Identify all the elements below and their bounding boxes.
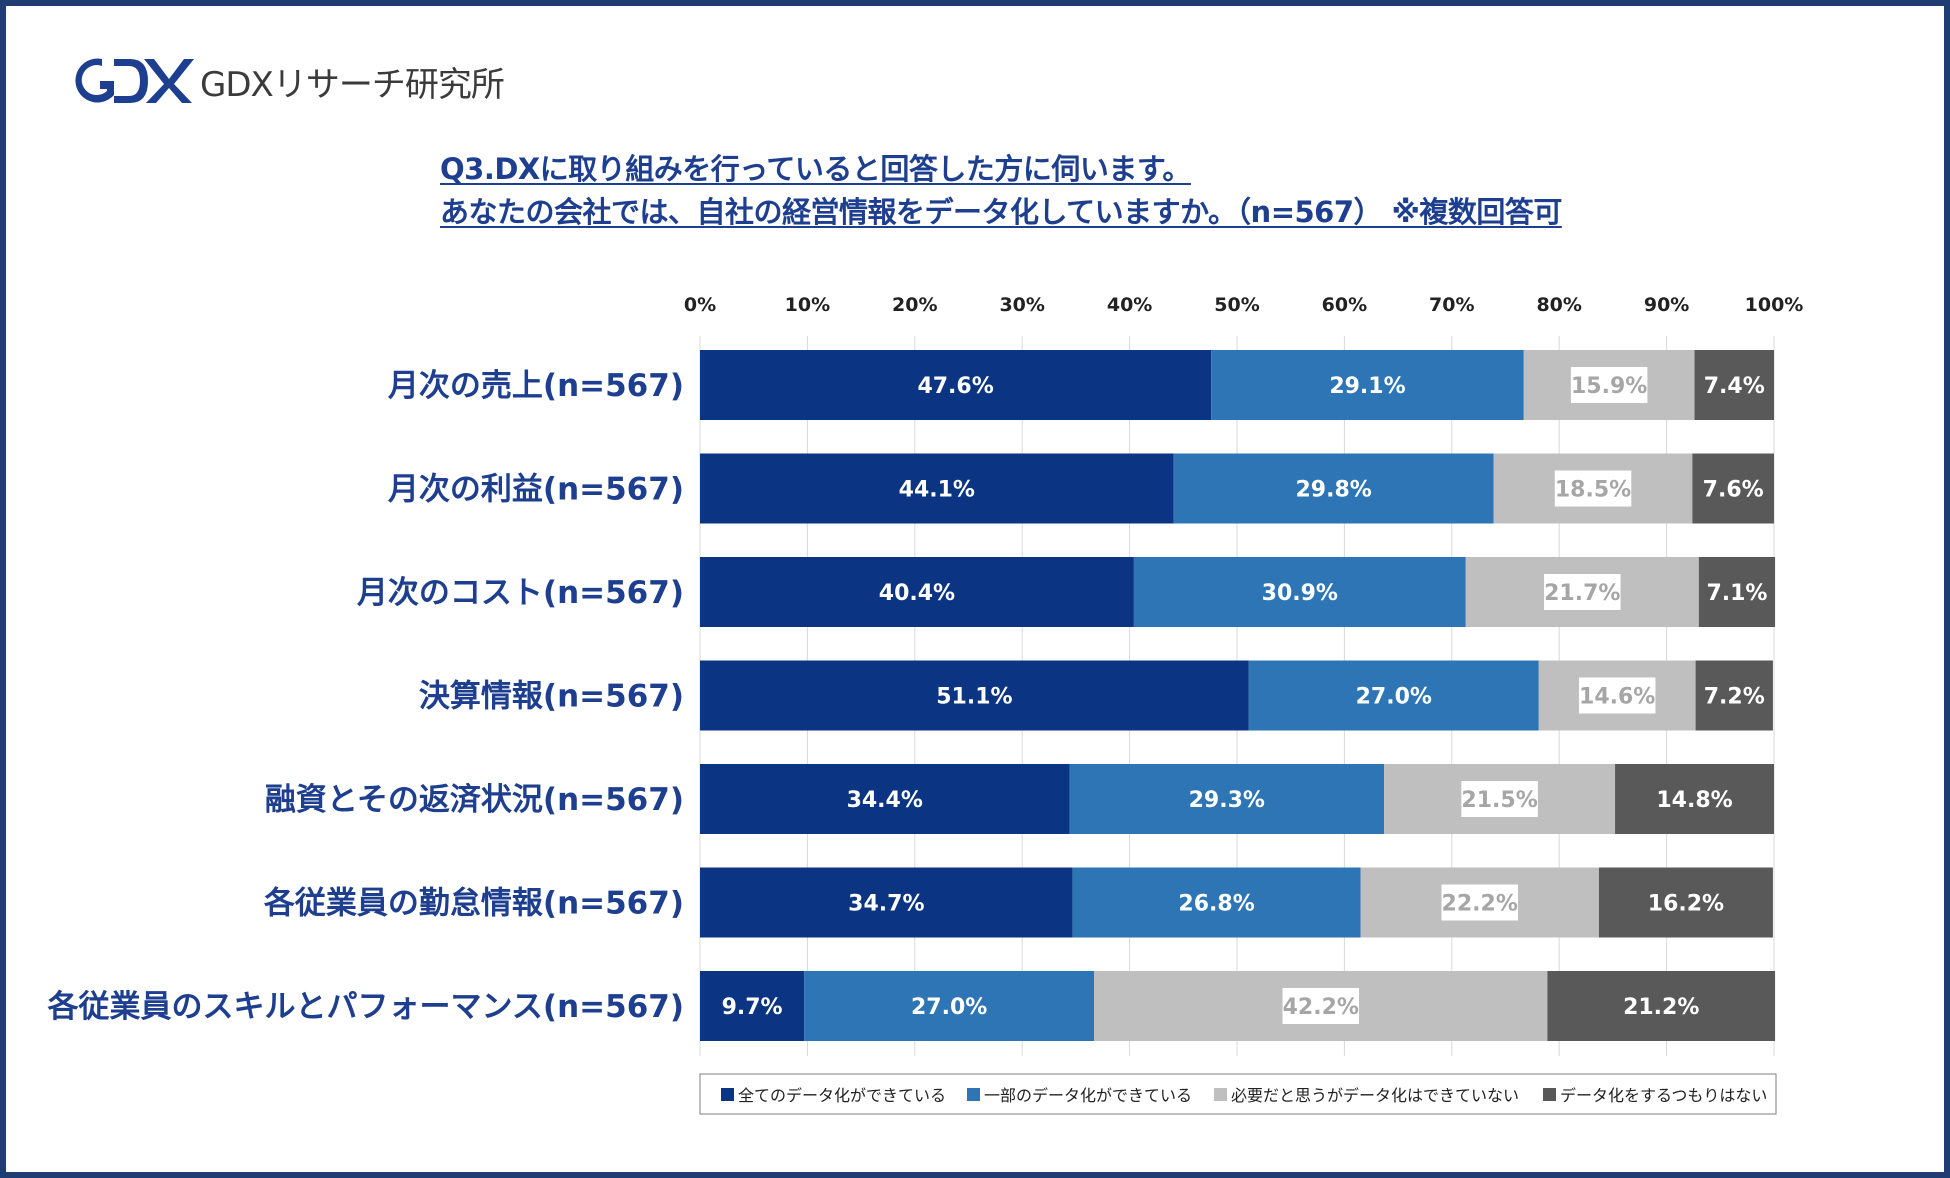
legend-swatch <box>967 1088 980 1101</box>
x-tick-label: 70% <box>1429 294 1474 316</box>
data-label: 42.2% <box>1283 995 1359 1020</box>
category-label: 各従業員の勤怠情報(n=567) <box>263 886 684 922</box>
data-label: 40.4% <box>879 581 955 606</box>
bar-segment <box>1133 557 1466 627</box>
bar-segment <box>1698 557 1776 627</box>
data-label: 21.2% <box>1623 995 1699 1020</box>
data-label: 21.7% <box>1544 581 1620 606</box>
legend-box <box>699 1073 1777 1115</box>
data-label: 7.1% <box>1706 581 1767 606</box>
data-label-box <box>1544 574 1621 610</box>
bar-segment <box>700 350 1212 420</box>
category-label: 決算情報(n=567) <box>419 679 684 715</box>
category-label: 融資とその返済状況(n=567) <box>265 782 684 818</box>
data-label: 18.5% <box>1555 478 1631 503</box>
slide: GDXリサーチ研究所 Q3.DXに取り組みを行っていると回答した方に伺います。 … <box>6 6 1944 1172</box>
category-label: 月次の売上(n=567) <box>388 368 684 404</box>
data-label: 26.8% <box>1178 892 1254 917</box>
bar-segment <box>1692 453 1774 524</box>
data-label: 29.8% <box>1295 478 1371 503</box>
x-tick-label: 40% <box>1107 294 1152 316</box>
data-label: 34.4% <box>847 788 923 813</box>
data-label: 15.9% <box>1571 374 1647 399</box>
data-label: 51.1% <box>936 685 1012 710</box>
data-label: 16.2% <box>1648 892 1724 917</box>
bar-segment <box>1072 867 1361 938</box>
data-label-box <box>1441 884 1518 921</box>
bar-segment <box>700 971 805 1041</box>
bar-segment <box>700 867 1073 938</box>
x-tick-label: 60% <box>1322 294 1367 316</box>
category-label: 各従業員のスキルとパフォーマンス(n=567) <box>47 989 684 1025</box>
bar-segment <box>700 453 1174 524</box>
bar-segment <box>700 557 1134 627</box>
data-label: 27.0% <box>911 995 987 1020</box>
data-label: 34.7% <box>848 892 924 917</box>
data-label: 7.2% <box>1704 685 1765 710</box>
bar-segment <box>1547 971 1776 1041</box>
data-label: 47.6% <box>917 374 993 399</box>
bar-segment <box>700 660 1249 731</box>
data-label-box <box>1461 781 1538 817</box>
bar-segment <box>804 971 1095 1041</box>
x-tick-label: 20% <box>892 294 937 316</box>
bar-segment <box>1695 660 1773 731</box>
data-label: 29.1% <box>1329 374 1405 399</box>
legend-label: データ化をするつもりはない <box>1560 1086 1767 1105</box>
stacked-bar-chart: 0% 10% 20% 30% 40% 50% 60% 70% 80% 90% 100% 月次の売上(n… <box>47 294 1804 1115</box>
data-label: 14.6% <box>1579 685 1655 710</box>
data-label: 27.0% <box>1356 685 1432 710</box>
x-tick-label: 80% <box>1536 294 1581 316</box>
x-tick-label: 90% <box>1644 294 1689 316</box>
legend-label: 必要だと思うがデータ化はできていない <box>1231 1086 1519 1105</box>
data-label: 22.2% <box>1442 892 1518 917</box>
data-label: 30.9% <box>1262 581 1338 606</box>
question-line-1: Q3.DXに取り組みを行っていると回答した方に伺います。 <box>440 152 1191 186</box>
legend-label: 一部のデータ化ができている <box>984 1086 1192 1105</box>
data-label: 7.6% <box>1703 478 1764 503</box>
bar-segment <box>1694 350 1774 420</box>
bar-segment <box>1173 453 1494 524</box>
bar-segment <box>1069 764 1385 834</box>
legend-label: 全てのデータ化ができている <box>738 1086 946 1105</box>
category-label: 月次の利益(n=567) <box>388 472 684 508</box>
category-label: 月次のコスト(n=567) <box>357 575 684 611</box>
brand-logo: GDXリサーチ研究所 <box>74 51 505 111</box>
x-tick-label: 10% <box>785 294 830 316</box>
bar-segment <box>700 764 1070 834</box>
x-tick-label: 30% <box>999 294 1044 316</box>
bar-segment <box>1248 660 1539 731</box>
data-label-box <box>1578 677 1656 714</box>
x-tick-label: 100% <box>1745 294 1804 316</box>
data-label-box <box>1554 470 1632 507</box>
data-label: 21.5% <box>1461 788 1537 813</box>
bar-segment <box>1615 764 1774 834</box>
data-label: 44.1% <box>899 478 975 503</box>
bar-segment <box>1211 350 1524 420</box>
x-tick-label: 0% <box>684 294 716 316</box>
legend-swatch <box>721 1088 734 1101</box>
question-line-2: あなたの会社では、自社の経営情報をデータ化していますか。（n=567） ※複数回… <box>440 195 1562 229</box>
data-label: 9.7% <box>722 995 783 1020</box>
data-label-box <box>1570 367 1648 403</box>
data-label: 29.3% <box>1189 788 1265 813</box>
bar-segment <box>1598 867 1773 938</box>
gdx-logo-icon <box>75 58 194 103</box>
data-label: 7.4% <box>1704 374 1765 399</box>
x-tick-label: 50% <box>1214 294 1259 316</box>
data-label: 14.8% <box>1656 788 1732 813</box>
legend-swatch <box>1214 1088 1227 1101</box>
brand-name: GDXリサーチ研究所 <box>200 64 505 105</box>
legend-swatch <box>1543 1088 1556 1101</box>
data-label-box <box>1282 988 1360 1024</box>
